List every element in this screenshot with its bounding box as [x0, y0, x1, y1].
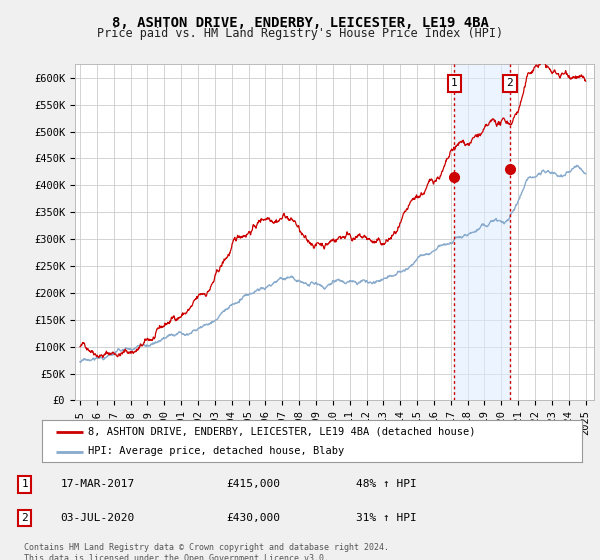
Text: Price paid vs. HM Land Registry's House Price Index (HPI): Price paid vs. HM Land Registry's House … — [97, 27, 503, 40]
Text: 8, ASHTON DRIVE, ENDERBY, LEICESTER, LE19 4BA (detached house): 8, ASHTON DRIVE, ENDERBY, LEICESTER, LE1… — [88, 427, 475, 437]
Text: 31% ↑ HPI: 31% ↑ HPI — [356, 513, 417, 523]
Text: 2: 2 — [22, 513, 28, 523]
Text: 1: 1 — [22, 479, 28, 489]
Text: £430,000: £430,000 — [227, 513, 281, 523]
Bar — [454, 64, 510, 400]
Text: 8, ASHTON DRIVE, ENDERBY, LEICESTER, LE19 4BA: 8, ASHTON DRIVE, ENDERBY, LEICESTER, LE1… — [112, 16, 488, 30]
Text: 17-MAR-2017: 17-MAR-2017 — [60, 479, 134, 489]
Text: Contains HM Land Registry data © Crown copyright and database right 2024.
This d: Contains HM Land Registry data © Crown c… — [24, 543, 389, 560]
Text: HPI: Average price, detached house, Blaby: HPI: Average price, detached house, Blab… — [88, 446, 344, 456]
Text: 48% ↑ HPI: 48% ↑ HPI — [356, 479, 417, 489]
Text: 2: 2 — [506, 78, 513, 88]
Text: 03-JUL-2020: 03-JUL-2020 — [60, 513, 134, 523]
Text: 1: 1 — [451, 78, 458, 88]
Text: £415,000: £415,000 — [227, 479, 281, 489]
